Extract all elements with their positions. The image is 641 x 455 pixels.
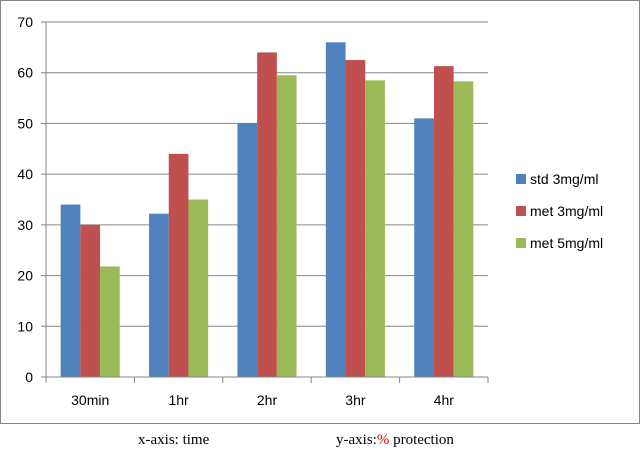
legend-swatch-1 [516, 174, 526, 184]
y-tick-label-70: 70 [17, 14, 33, 30]
bar-2hr-3 [276, 75, 297, 377]
caption: x-axis: time y-axis:% protection [0, 432, 641, 452]
bar-2hr-1 [237, 123, 258, 377]
bar-1hr-2 [168, 153, 189, 377]
bar-chart: 0 10 20 30 40 50 60 70 30min 1hr 2hr 3hr 4hr std 3m… [17, 14, 603, 408]
y-tick-label-40: 40 [17, 166, 33, 182]
x-tick-label-2hr: 2hr [257, 392, 278, 408]
bar-1hr-3 [188, 199, 209, 377]
bar-4hr-1 [414, 118, 434, 377]
x-tick-label-1hr: 1hr [168, 392, 189, 408]
legend-label-3: met 5mg/ml [530, 235, 603, 251]
x-tick-label-30min: 30min [71, 392, 109, 408]
bars [60, 42, 474, 378]
legend-label-2: met 3mg/ml [530, 203, 603, 219]
bar-2hr-2 [257, 52, 277, 378]
y-tick-label-10: 10 [17, 318, 33, 334]
bar-4hr-2 [433, 66, 454, 377]
x-axis-caption: x-axis: time [138, 432, 210, 448]
legend-label-1: std 3mg/ml [530, 171, 598, 187]
bar-30min-2 [80, 224, 101, 377]
bar-4hr-3 [453, 81, 474, 377]
y-tick-label-20: 20 [17, 268, 33, 284]
x-tick-label-3hr: 3hr [345, 392, 366, 408]
legend-swatch-2 [516, 206, 526, 216]
legend: std 3mg/ml met 3mg/ml met 5mg/ml [516, 171, 603, 251]
y-tick-label-60: 60 [17, 65, 33, 81]
y-axis-caption: y-axis:% protection [336, 432, 454, 449]
axes [45, 22, 489, 383]
bar-1hr-1 [149, 213, 169, 377]
legend-swatch-3 [516, 238, 526, 248]
y-axis-caption-suffix: protection [389, 432, 454, 448]
x-tick-label-4hr: 4hr [434, 392, 455, 408]
y-tick-label-50: 50 [17, 115, 33, 131]
bar-30min-1 [60, 204, 81, 377]
bar-3hr-2 [345, 60, 366, 378]
bar-30min-3 [100, 266, 120, 377]
y-axis-caption-prefix: y-axis: [336, 432, 377, 448]
y-tick-labels: 0 10 20 30 40 50 60 70 [17, 14, 33, 385]
percent-sign: % [376, 432, 390, 448]
bar-3hr-1 [325, 42, 346, 378]
bar-3hr-3 [365, 80, 385, 378]
y-tick-label-30: 30 [17, 217, 33, 233]
x-tick-labels: 30min 1hr 2hr 3hr 4hr [71, 392, 454, 408]
y-tick-label-0: 0 [25, 369, 33, 385]
